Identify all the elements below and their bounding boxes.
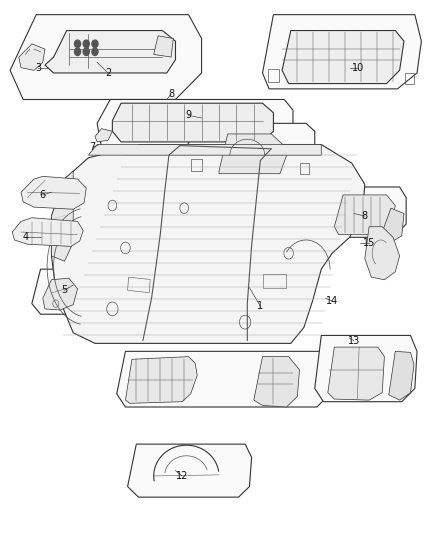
Text: 5: 5 (61, 285, 67, 295)
Bar (268, 69, 279, 82)
Polygon shape (328, 347, 385, 400)
Text: 13: 13 (348, 336, 360, 346)
Polygon shape (12, 217, 83, 246)
Text: 9: 9 (185, 110, 191, 120)
Polygon shape (219, 134, 289, 174)
Polygon shape (262, 14, 421, 89)
Polygon shape (19, 44, 45, 70)
Polygon shape (117, 351, 332, 407)
Polygon shape (51, 144, 365, 343)
Polygon shape (97, 100, 293, 147)
Polygon shape (334, 195, 395, 235)
Polygon shape (382, 208, 404, 241)
Text: 10: 10 (352, 63, 364, 72)
Text: 14: 14 (326, 296, 338, 306)
Circle shape (83, 48, 89, 55)
Polygon shape (365, 227, 399, 280)
Text: 12: 12 (176, 471, 188, 481)
Polygon shape (282, 30, 404, 84)
Text: 2: 2 (105, 68, 111, 78)
Text: 1: 1 (257, 301, 263, 311)
Polygon shape (95, 128, 113, 142)
Polygon shape (125, 357, 197, 403)
Text: 8: 8 (362, 211, 368, 221)
Polygon shape (32, 269, 104, 314)
Polygon shape (10, 14, 201, 100)
Bar (405, 73, 414, 84)
Circle shape (74, 40, 81, 47)
Circle shape (92, 48, 98, 55)
Polygon shape (21, 176, 86, 209)
Text: 8: 8 (168, 89, 174, 99)
Polygon shape (113, 103, 273, 142)
Bar (300, 163, 309, 174)
Text: 3: 3 (35, 63, 42, 72)
Polygon shape (51, 171, 73, 261)
Text: 6: 6 (40, 190, 46, 200)
Polygon shape (127, 444, 252, 497)
Polygon shape (330, 187, 406, 237)
Text: 7: 7 (90, 142, 96, 152)
Bar (191, 159, 201, 171)
Polygon shape (45, 30, 176, 73)
Polygon shape (315, 335, 417, 402)
Bar (127, 277, 150, 293)
Polygon shape (184, 123, 315, 179)
Circle shape (74, 48, 81, 55)
Polygon shape (389, 351, 414, 400)
Circle shape (92, 40, 98, 47)
Polygon shape (43, 278, 78, 310)
Text: 15: 15 (363, 238, 375, 248)
Polygon shape (88, 144, 321, 155)
Polygon shape (254, 357, 300, 407)
Circle shape (83, 40, 89, 47)
Bar (262, 274, 286, 288)
Polygon shape (154, 36, 173, 57)
Text: 4: 4 (22, 232, 28, 243)
